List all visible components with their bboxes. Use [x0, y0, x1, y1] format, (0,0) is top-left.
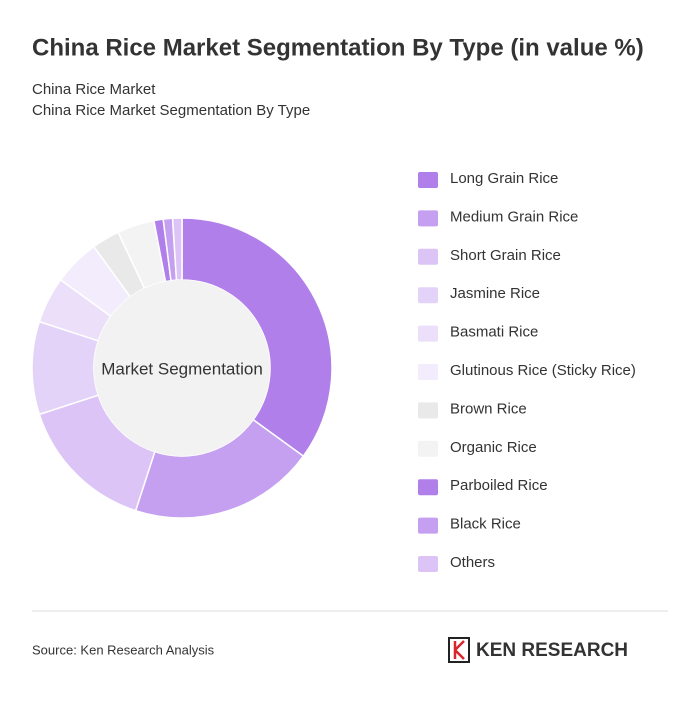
source: Source: Ken Research Analysis	[32, 642, 215, 657]
legend-swatch	[418, 364, 438, 380]
legend-label: Short Grain Rice	[450, 247, 561, 264]
legend-swatch	[418, 248, 438, 265]
logo: KEN RESEARCH	[448, 637, 628, 663]
legend-label: Basmati Rice	[450, 324, 538, 341]
legend-label: Black Rice	[450, 516, 521, 533]
donut-hole	[94, 280, 270, 456]
center-label: Market Segmentation	[101, 359, 263, 378]
donut	[31, 217, 333, 519]
legend-swatch	[418, 517, 438, 534]
logo-icon	[453, 640, 465, 660]
legend-swatch	[418, 210, 438, 227]
legend-label: Organic Rice	[450, 439, 537, 456]
legend-swatch	[418, 479, 438, 496]
legend-label: Parboiled Rice	[450, 477, 548, 494]
legend-swatch	[418, 287, 438, 304]
chart-title: China Rice Market Segmentation By Type (…	[32, 34, 644, 61]
legend-swatch	[418, 325, 438, 342]
legend-swatch	[418, 172, 438, 188]
legend-label: Long Grain Rice	[450, 170, 558, 187]
logo-icon	[448, 637, 470, 663]
legend-label: Others	[450, 554, 495, 571]
legend-swatch	[418, 402, 438, 419]
logo-text: KEN RESEARCH	[476, 640, 628, 661]
legend-swatch	[418, 440, 438, 457]
legend-label: Jasmine Rice	[450, 285, 540, 302]
legend-label: Medium Grain Rice	[450, 208, 578, 225]
subtitle: China Rice Market	[32, 81, 156, 98]
legend: Long Grain Rice Medium Grain Rice Short Gr…	[418, 170, 636, 572]
subtitle: China Rice Market Segmentation By Type	[32, 102, 310, 119]
legend-swatch	[418, 556, 438, 572]
legend-label: Glutinous Rice (Sticky Rice)	[450, 362, 636, 379]
legend-label: Brown Rice	[450, 400, 527, 417]
